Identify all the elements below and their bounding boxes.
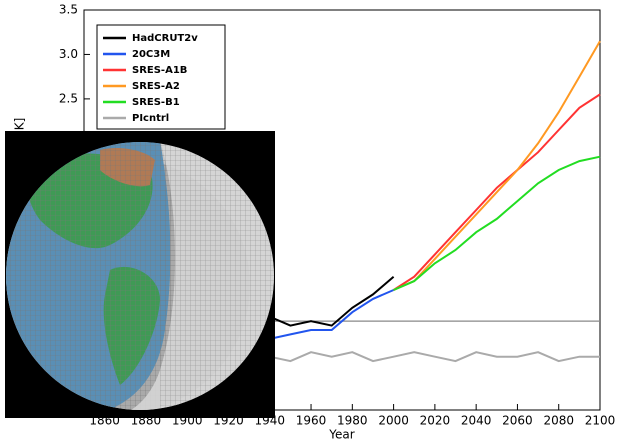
x-tick-label: 2000: [378, 414, 409, 428]
legend-label: SRES-A1B: [132, 65, 187, 76]
y-tick-label: 3.5: [59, 3, 78, 17]
x-tick-label: 2040: [461, 414, 492, 428]
x-tick-label: 1980: [337, 414, 368, 428]
x-tick-label: 2080: [543, 414, 574, 428]
x-tick-label: 2100: [585, 414, 616, 428]
legend-label: SRES-B1: [132, 97, 180, 108]
series-line: [393, 155, 601, 291]
legend-label: 20C3M: [132, 49, 170, 60]
legend-label: PIcntrl: [132, 113, 169, 124]
globe-image: [5, 131, 275, 418]
x-axis-label: Year: [328, 428, 354, 442]
y-tick-label: 2.5: [59, 91, 78, 105]
x-tick-label: 1960: [296, 414, 327, 428]
y-axis-label: K]: [13, 118, 27, 131]
legend-label: HadCRUT2v: [132, 33, 198, 44]
legend-box: [96, 24, 226, 130]
legend: HadCRUT2v 20C3M SRES-A1B SRES-A2 SRES-B1 PIcn…: [96, 24, 226, 130]
x-tick-label: 2060: [502, 414, 533, 428]
x-tick-label: 2020: [420, 414, 451, 428]
series-line: [393, 93, 601, 291]
legend-label: SRES-A2: [132, 81, 180, 92]
y-tick-label: 3.0: [59, 47, 78, 61]
series-line: [393, 40, 601, 291]
